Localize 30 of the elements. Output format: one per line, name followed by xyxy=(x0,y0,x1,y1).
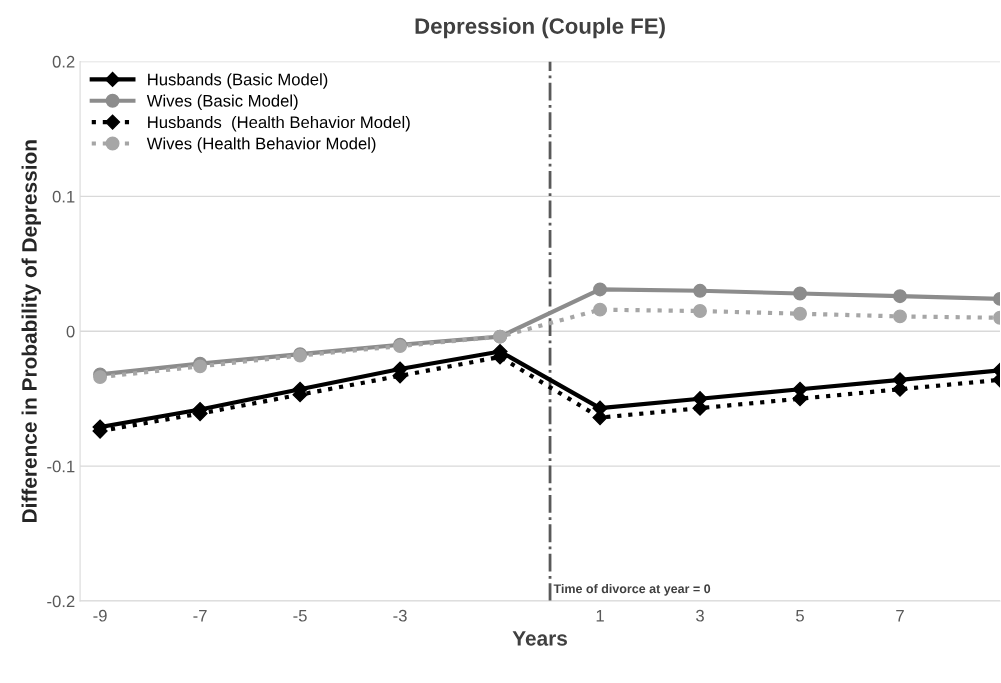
point xyxy=(893,289,907,304)
x-tick-label: 5 xyxy=(796,609,804,622)
x-tick-label: 1 xyxy=(596,609,604,622)
legend-label: Husbands (Health Behavior Model) xyxy=(148,115,410,132)
point xyxy=(593,302,607,317)
ref-line-label: Time of divorce at year = 0 xyxy=(553,583,711,596)
point xyxy=(592,410,608,426)
point xyxy=(793,286,807,301)
x-tick-label: 3 xyxy=(696,609,704,622)
x-tick-label: -3 xyxy=(393,609,407,622)
y-axis-title: Difference in Probability of Depression xyxy=(21,140,41,523)
point xyxy=(693,304,707,318)
x-tick-label: -5 xyxy=(293,609,307,622)
y-tick-label: 0.2 xyxy=(52,55,75,68)
x-axis-title: Years xyxy=(512,631,567,646)
legend-label: Wives (Health Behavior Model) xyxy=(146,137,376,153)
y-tick-label: -0.2 xyxy=(47,595,75,608)
point xyxy=(693,283,707,298)
y-tick-label: -0.1 xyxy=(47,460,75,473)
legend-label: Husbands (Basic Model) xyxy=(148,73,328,89)
chart-title: Depression (Couple FE) xyxy=(415,17,665,39)
y-tick-label: 0 xyxy=(66,325,75,338)
x-tick-label: -7 xyxy=(193,609,207,622)
point xyxy=(793,306,807,321)
point xyxy=(893,309,907,324)
point xyxy=(593,282,607,297)
legend-label: Wives (Basic Model) xyxy=(146,94,298,111)
y-tick-label: 0.1 xyxy=(52,190,75,203)
x-tick-label: -9 xyxy=(93,609,107,622)
x-tick-label: 7 xyxy=(896,609,904,622)
